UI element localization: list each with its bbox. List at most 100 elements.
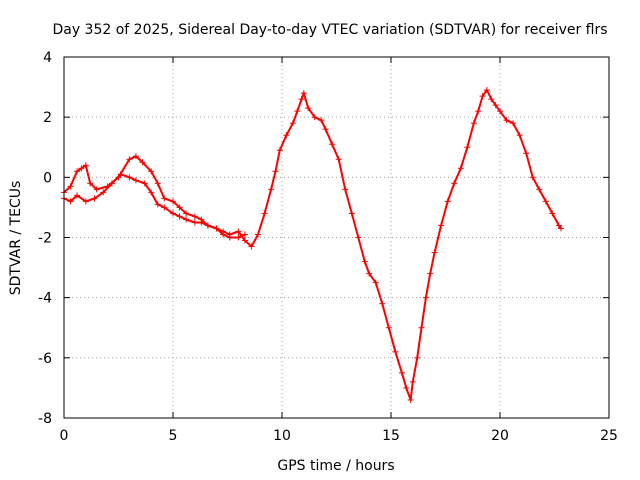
data-point bbox=[470, 120, 477, 127]
plot-frame bbox=[63, 56, 610, 419]
data-point bbox=[300, 90, 307, 97]
data-point bbox=[272, 168, 279, 175]
y-tick-label: 0 bbox=[43, 170, 52, 186]
data-point bbox=[294, 108, 301, 115]
data-point bbox=[479, 93, 486, 100]
data-point bbox=[536, 186, 543, 193]
data-point bbox=[248, 243, 255, 250]
data-point bbox=[170, 210, 176, 217]
data-point bbox=[132, 177, 139, 184]
data-point bbox=[268, 186, 275, 193]
data-point bbox=[475, 108, 482, 115]
data-point bbox=[241, 231, 248, 238]
data-point bbox=[558, 225, 565, 232]
x-tick-label: 25 bbox=[600, 428, 618, 444]
data-point bbox=[154, 180, 161, 187]
data-point bbox=[176, 204, 183, 211]
data-point bbox=[503, 117, 510, 124]
data-point bbox=[542, 198, 549, 205]
data-point bbox=[529, 174, 536, 181]
data-point bbox=[183, 210, 190, 217]
data-point bbox=[126, 156, 133, 163]
data-point bbox=[139, 159, 146, 166]
data-point bbox=[241, 237, 248, 244]
data-point bbox=[154, 201, 161, 208]
data-point bbox=[91, 195, 98, 202]
axes-layer: 0 5 10 15 20 25 -8 -6 -4 -2 0 2 4 bbox=[38, 50, 618, 444]
x-tick-label: 20 bbox=[491, 428, 509, 444]
data-point bbox=[372, 279, 379, 286]
data-point bbox=[82, 198, 89, 205]
data-layer bbox=[61, 87, 565, 403]
data-point bbox=[183, 216, 190, 223]
data-point bbox=[431, 249, 438, 256]
data-point bbox=[348, 210, 355, 217]
data-point bbox=[438, 222, 445, 229]
data-point bbox=[220, 231, 227, 238]
y-tick-label: 2 bbox=[43, 110, 52, 126]
x-tick-label: 0 bbox=[60, 428, 69, 444]
data-point bbox=[213, 225, 220, 232]
data-point bbox=[198, 219, 205, 226]
data-point bbox=[427, 270, 434, 277]
data-point bbox=[492, 102, 499, 109]
data-point bbox=[261, 210, 268, 217]
data-point bbox=[191, 219, 198, 226]
data-point bbox=[322, 126, 329, 133]
data-point bbox=[276, 147, 283, 154]
data-point bbox=[418, 324, 425, 331]
data-point bbox=[148, 189, 155, 196]
data-point bbox=[516, 132, 523, 139]
data-point bbox=[361, 258, 368, 265]
data-point bbox=[176, 213, 183, 220]
data-point bbox=[422, 294, 429, 301]
y-tick-label: -8 bbox=[38, 411, 52, 427]
data-point bbox=[235, 234, 242, 241]
data-point bbox=[235, 228, 242, 235]
data-point bbox=[355, 234, 362, 241]
data-point bbox=[407, 396, 414, 403]
data-point bbox=[311, 114, 318, 121]
data-point bbox=[409, 378, 416, 385]
data-point bbox=[170, 198, 176, 205]
grid-layer bbox=[64, 57, 609, 418]
data-point bbox=[497, 108, 503, 115]
data-point bbox=[226, 234, 233, 241]
y-axis-label: SDTVAR / TECUs bbox=[8, 181, 24, 296]
data-point bbox=[87, 180, 94, 187]
data-point bbox=[464, 144, 471, 151]
data-point bbox=[82, 162, 89, 169]
data-point bbox=[67, 198, 74, 205]
series-line bbox=[63, 89, 562, 401]
x-tick-label: 5 bbox=[169, 428, 178, 444]
data-point bbox=[67, 183, 74, 190]
data-point bbox=[555, 222, 562, 229]
data-point bbox=[398, 369, 405, 376]
x-tick-label: 15 bbox=[382, 428, 400, 444]
data-point bbox=[93, 186, 100, 193]
data-point bbox=[510, 120, 517, 127]
data-point bbox=[488, 96, 495, 103]
data-point bbox=[108, 180, 115, 187]
x-axis-label: GPS time / hours bbox=[277, 458, 394, 474]
data-point bbox=[379, 300, 386, 307]
data-point bbox=[191, 213, 198, 220]
y-tick-label: 4 bbox=[43, 50, 52, 66]
data-point bbox=[318, 117, 325, 124]
data-point bbox=[342, 186, 349, 193]
data-point bbox=[100, 189, 107, 196]
data-point bbox=[161, 195, 168, 202]
y-tick-label: -4 bbox=[38, 291, 52, 307]
chart-title: Day 352 of 2025, Sidereal Day-to-day VTE… bbox=[52, 22, 607, 38]
data-point bbox=[161, 204, 168, 211]
data-point bbox=[132, 153, 139, 160]
data-point bbox=[385, 324, 392, 331]
data-point bbox=[255, 231, 262, 238]
data-point bbox=[523, 150, 530, 157]
data-point bbox=[74, 168, 81, 175]
data-point bbox=[451, 180, 458, 187]
data-point bbox=[457, 165, 464, 172]
data-point bbox=[366, 270, 373, 277]
data-point bbox=[298, 96, 305, 103]
data-point bbox=[283, 132, 290, 139]
